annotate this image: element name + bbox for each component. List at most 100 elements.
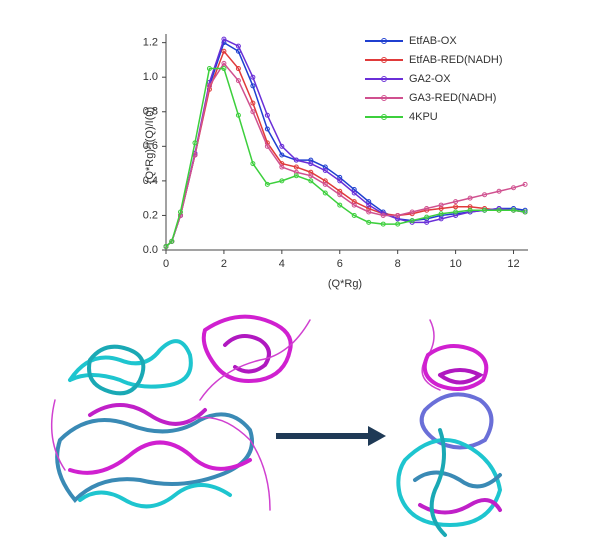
- series-line: [165, 62, 526, 248]
- point: [221, 48, 227, 54]
- point: [438, 206, 444, 212]
- legend-marker: [381, 76, 387, 82]
- point: [322, 190, 328, 196]
- point: [424, 219, 430, 225]
- magenta-ribbon: [438, 368, 484, 385]
- cyan-ribbon: [78, 483, 232, 509]
- point: [351, 212, 357, 218]
- point: [337, 188, 343, 194]
- point: [424, 206, 430, 212]
- x-tick-label: 6: [337, 258, 343, 270]
- point: [351, 202, 357, 208]
- blue-ribbon: [419, 392, 494, 450]
- point: [293, 164, 299, 170]
- legend-marker: [381, 57, 387, 63]
- point: [235, 43, 241, 49]
- structures: [50, 314, 503, 537]
- point: [438, 211, 444, 217]
- cyan-ribbon: [429, 428, 447, 537]
- point: [453, 204, 459, 210]
- magenta-ribbon: [68, 440, 252, 475]
- point: [522, 181, 528, 187]
- legend-label: GA2-OX: [409, 73, 451, 85]
- point: [308, 169, 314, 175]
- point: [250, 100, 256, 106]
- point: [467, 195, 473, 201]
- point: [221, 60, 227, 66]
- point: [438, 216, 444, 222]
- point: [395, 216, 401, 222]
- point: [395, 221, 401, 227]
- point: [221, 36, 227, 42]
- point: [293, 169, 299, 175]
- y-tick-label: 1.2: [143, 37, 158, 49]
- blue-ribbon: [413, 470, 502, 489]
- series-line: [165, 41, 526, 248]
- x-tick-label: 0: [163, 258, 169, 270]
- y-tick-label: 0.4: [143, 175, 158, 187]
- point: [322, 181, 328, 187]
- point: [511, 185, 517, 191]
- magenta-ribbon: [88, 403, 207, 426]
- point: [250, 74, 256, 80]
- point: [322, 178, 328, 184]
- y-tick-label: 1.0: [143, 71, 158, 83]
- point: [467, 207, 473, 213]
- point: [264, 181, 270, 187]
- legend-label: GA3-RED(NADH): [409, 92, 496, 104]
- y-tick-label: 0.0: [143, 244, 158, 256]
- point: [337, 174, 343, 180]
- magenta-ribbon: [422, 344, 489, 391]
- point: [337, 192, 343, 198]
- point: [250, 161, 256, 167]
- point: [409, 209, 415, 215]
- legend-marker: [381, 95, 387, 101]
- point: [467, 204, 473, 210]
- point: [279, 152, 285, 158]
- legend-marker: [381, 38, 387, 44]
- point: [264, 126, 270, 132]
- legend-marker: [381, 114, 387, 120]
- point: [366, 209, 372, 215]
- point: [279, 178, 285, 184]
- point: [482, 192, 488, 198]
- x-tick-label: 8: [395, 258, 401, 270]
- y-tick-label: 0.6: [143, 140, 158, 152]
- point: [511, 207, 517, 213]
- point: [192, 140, 198, 146]
- x-tick-label: 10: [449, 258, 461, 270]
- magenta-loop: [189, 416, 271, 511]
- point: [177, 209, 183, 215]
- cyan-ribbon: [87, 344, 146, 396]
- point: [250, 109, 256, 115]
- magenta-loop: [199, 319, 311, 401]
- point: [453, 209, 459, 215]
- point: [522, 209, 528, 215]
- point: [496, 188, 502, 194]
- magenta-loop: [50, 399, 66, 471]
- legend-label: 4KPU: [409, 111, 438, 123]
- x-tick-label: 4: [279, 258, 285, 270]
- y-tick-label: 0.2: [143, 209, 158, 221]
- point: [308, 157, 314, 163]
- point: [322, 168, 328, 174]
- point: [351, 190, 357, 196]
- point: [206, 83, 212, 89]
- point: [337, 202, 343, 208]
- point: [221, 66, 227, 72]
- point: [235, 78, 241, 84]
- point: [169, 238, 175, 244]
- point: [235, 66, 241, 72]
- point: [279, 164, 285, 170]
- point: [522, 207, 528, 213]
- arrow-head: [368, 426, 386, 446]
- point: [308, 173, 314, 179]
- point: [409, 218, 415, 224]
- cyan-ribbon: [68, 339, 193, 389]
- y-tick-label: 0.8: [143, 106, 158, 118]
- point: [337, 178, 343, 184]
- magenta-ribbon: [223, 334, 271, 374]
- x-tick-label: 12: [507, 258, 519, 270]
- point: [308, 178, 314, 184]
